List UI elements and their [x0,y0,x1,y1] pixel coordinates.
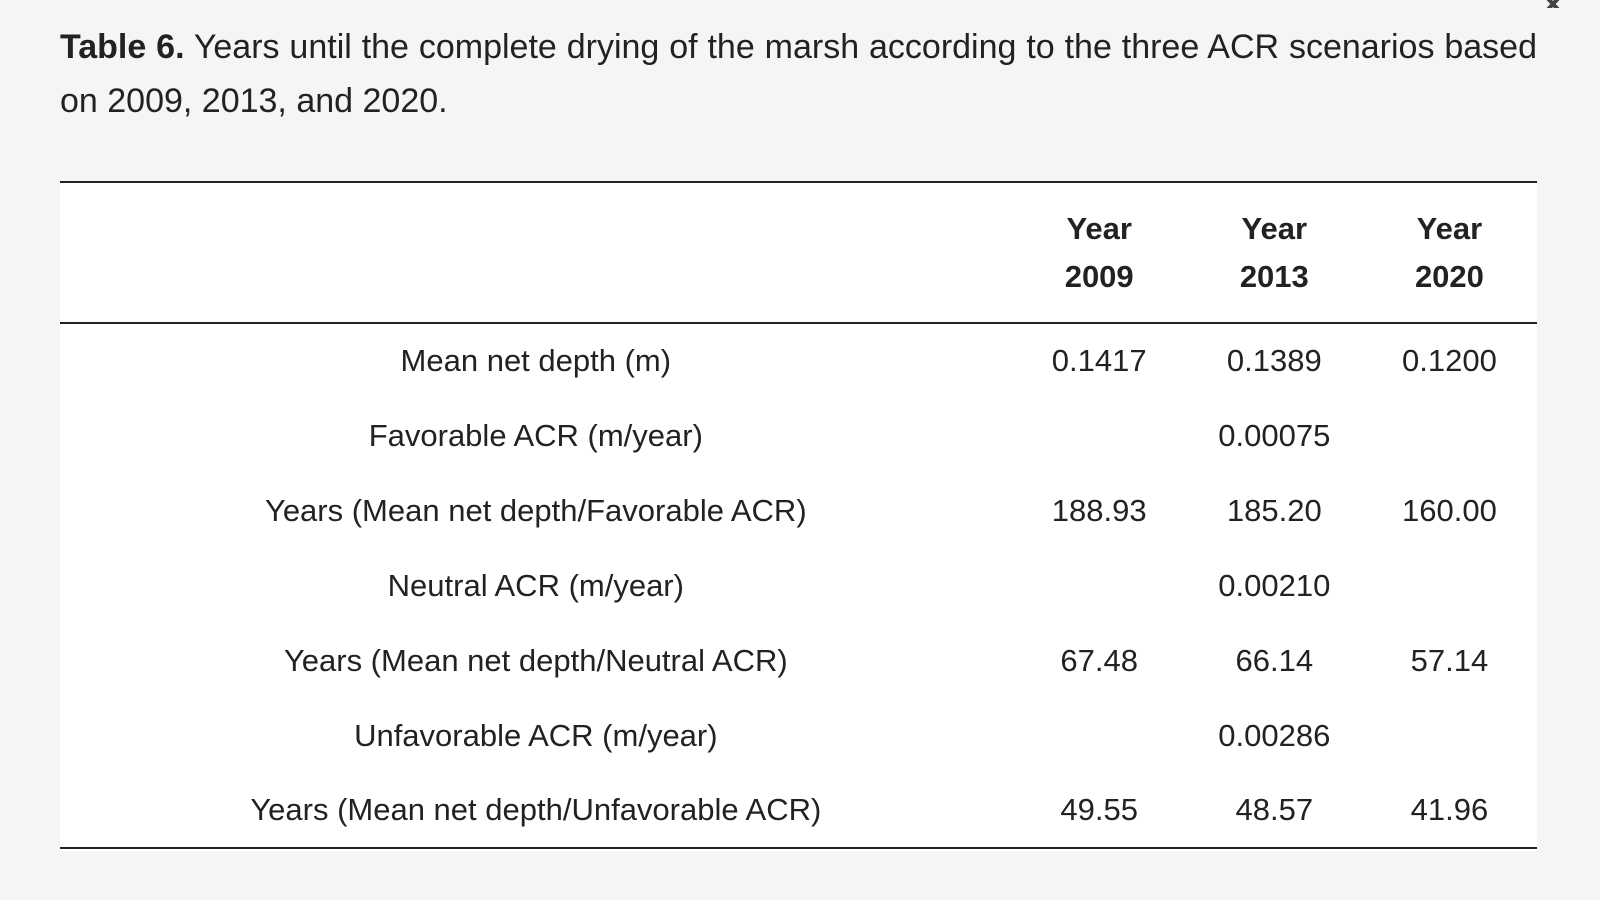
data-table-container: Year 2009 Year 2013 Year 2020 Mean net d… [60,181,1537,851]
cell-2020: 160.00 [1402,492,1497,528]
table-row: Neutral ACR (m/year) 0.00210 [60,548,1537,623]
cell-2013: 0.00210 [1218,567,1331,603]
cell-2020 [1362,698,1537,773]
caption-label: Table 6. [60,28,185,66]
cell-2009: 0.1417 [1051,343,1147,378]
cell-2009: 49.55 [1011,773,1187,849]
row-label: Years (Mean net depth/Favorable ACR) [264,492,807,528]
cell-2013: 0.00286 [1218,717,1331,753]
cell-2020: 41.96 [1361,773,1537,849]
table-row: Unfavorable ACR (m/year) 0.00286 [60,698,1537,773]
row-label: Neutral ACR (m/year) [387,567,684,603]
table-row: Years (Mean net depth/Unfavorable ACR) 4… [60,773,1537,849]
table-row: Favorable ACR (m/year) 0.00075 [60,398,1537,473]
cell-2020: 0.1200 [1402,343,1497,378]
table-row: Years (Mean net depth/Favorable ACR) 188… [60,473,1537,548]
column-header-line2: 2009 [1064,258,1134,294]
cell-2009 [1012,698,1187,773]
table-header-row: Year 2009 Year 2013 Year 2020 [60,181,1537,324]
column-header-2013: Year 2013 [1186,181,1362,324]
column-header-line1: Year [1416,210,1483,246]
cell-2020 [1362,548,1537,623]
column-header-2020: Year 2020 [1361,181,1537,324]
cell-2013: 66.14 [1235,642,1314,678]
table-caption: Table 6. Years until the complete drying… [60,20,1537,128]
cell-2013: 0.00075 [1218,417,1331,453]
data-table: Year 2009 Year 2013 Year 2020 Mean net d… [60,181,1537,849]
row-label: Years (Mean net depth/Neutral ACR) [283,642,788,678]
column-header-line2: 2020 [1414,258,1484,294]
column-header-line2: 2013 [1239,258,1309,294]
cell-2009 [1012,548,1187,623]
table-row: Years (Mean net depth/Neutral ACR) 67.48… [60,623,1537,698]
cell-2009 [1012,398,1187,473]
column-header-label [60,181,1012,324]
cell-2013: 48.57 [1186,773,1362,849]
row-label: Years (Mean net depth/Unfavorable ACR) [60,773,1012,849]
caption-text: Years until the complete drying of the m… [60,28,1537,120]
cell-2009: 188.93 [1051,492,1147,528]
cell-2020: 57.14 [1410,642,1489,678]
cell-2013: 0.1389 [1226,343,1322,378]
row-label: Mean net depth (m) [400,343,672,378]
column-header-line1: Year [1241,210,1308,246]
table-row: Mean net depth (m) 0.1417 0.1389 0.1200 [60,323,1537,398]
close-icon[interactable] [1536,0,1570,8]
column-header-line1: Year [1066,210,1132,246]
row-label: Favorable ACR (m/year) [368,417,703,453]
cell-2009: 67.48 [1060,642,1138,678]
column-header-2009: Year 2009 [1011,181,1187,324]
row-label: Unfavorable ACR (m/year) [354,717,718,753]
cell-2013: 185.20 [1226,492,1322,528]
cell-2020 [1362,398,1537,473]
